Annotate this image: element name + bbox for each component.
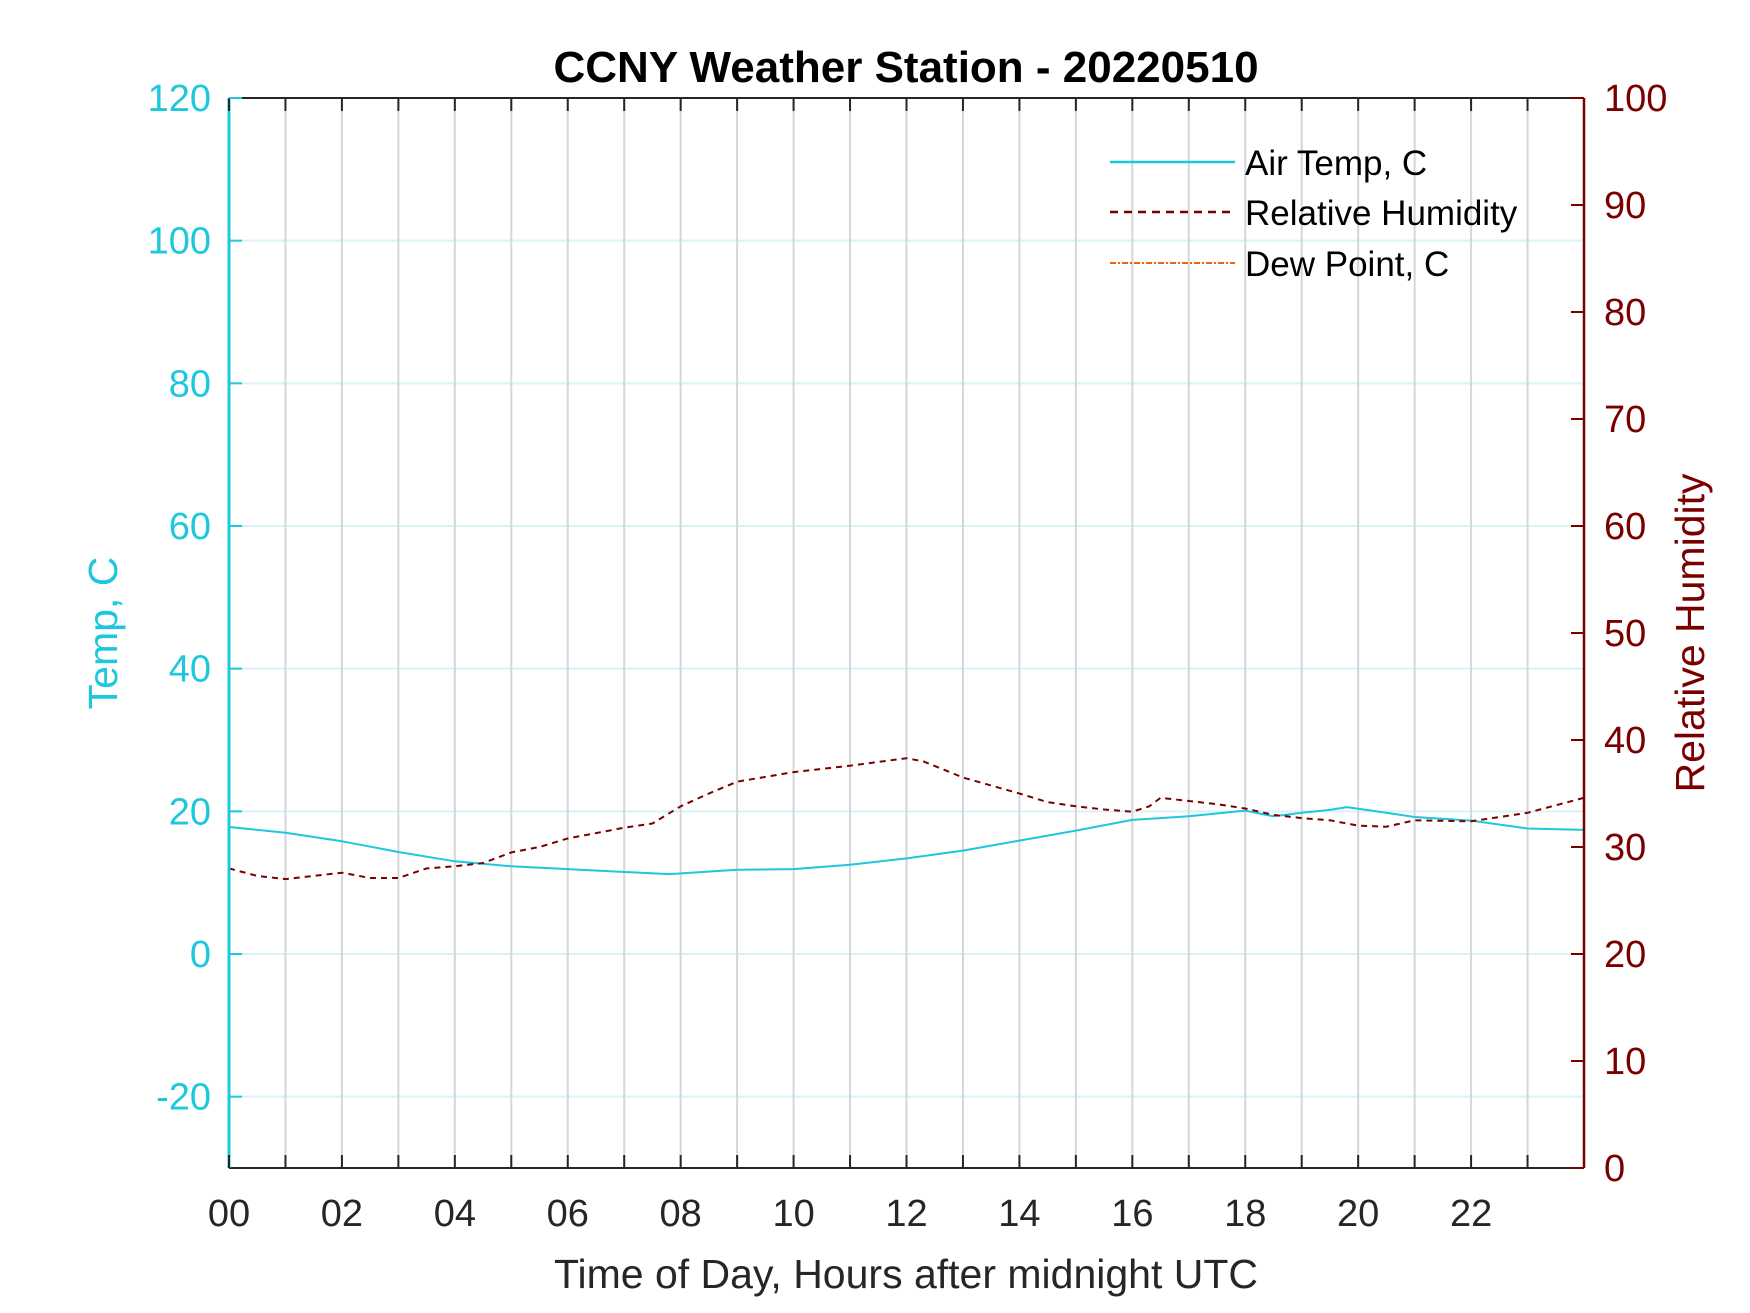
y-right-tick-label: 90 bbox=[1604, 185, 1646, 227]
x-tick-label: 12 bbox=[885, 1193, 927, 1235]
y-left-tick-label: 40 bbox=[169, 649, 211, 691]
y-right-tick-label: 10 bbox=[1604, 1041, 1646, 1083]
x-tick-label: 10 bbox=[772, 1193, 814, 1235]
x-tick-label: 16 bbox=[1111, 1193, 1153, 1235]
y-left-tick-label: -20 bbox=[156, 1077, 211, 1119]
y-left-tick-label: 100 bbox=[148, 221, 211, 263]
series-line-1 bbox=[228, 757, 1585, 881]
y-right-tick-label: 60 bbox=[1604, 506, 1646, 548]
y-right-tick-label: 20 bbox=[1604, 934, 1646, 976]
legend-label-humidity: Relative Humidity bbox=[1245, 194, 1518, 233]
y-right-tick-label: 0 bbox=[1604, 1148, 1625, 1190]
y-axis-label-right: Relative Humidity bbox=[1667, 473, 1713, 792]
axes: 00 02 04 06 08 10 12 14 16 18 20 22-200204060801001… bbox=[148, 78, 1668, 1235]
x-tick-label: 22 bbox=[1450, 1193, 1492, 1235]
chart-title: CCNY Weather Station - 20220510 bbox=[553, 43, 1258, 92]
legend: Air Temp, C Relative Humidity Dew Point,… bbox=[1110, 144, 1518, 284]
y-right-tick-label: 80 bbox=[1604, 292, 1646, 334]
x-tick-label: 00 bbox=[208, 1193, 250, 1235]
legend-label-dew-point: Dew Point, C bbox=[1245, 245, 1449, 284]
x-axis-label: Time of Day, Hours after midnight UTC bbox=[554, 1251, 1258, 1297]
y-axis-label-left: Temp, C bbox=[80, 557, 126, 710]
x-tick-label: 06 bbox=[547, 1193, 589, 1235]
legend-label-air-temp: Air Temp, C bbox=[1245, 144, 1427, 183]
y-left-tick-label: 0 bbox=[190, 934, 211, 976]
x-tick-label: 04 bbox=[434, 1193, 476, 1235]
y-right-tick-label: 40 bbox=[1604, 720, 1646, 762]
y-left-tick-label: 80 bbox=[169, 363, 211, 405]
x-tick-label: 02 bbox=[321, 1193, 363, 1235]
x-tick-label: 14 bbox=[998, 1193, 1040, 1235]
data-series bbox=[228, 757, 1585, 881]
grid bbox=[229, 98, 1584, 1168]
y-left-tick-label: 120 bbox=[148, 78, 211, 120]
x-tick-label: 20 bbox=[1337, 1193, 1379, 1235]
y-right-tick-label: 100 bbox=[1604, 78, 1667, 120]
y-left-tick-label: 20 bbox=[169, 791, 211, 833]
x-tick-label: 18 bbox=[1224, 1193, 1266, 1235]
y-right-tick-label: 50 bbox=[1604, 613, 1646, 655]
y-right-tick-label: 30 bbox=[1604, 827, 1646, 869]
y-right-tick-label: 70 bbox=[1604, 399, 1646, 441]
y-left-tick-label: 60 bbox=[169, 506, 211, 548]
x-tick-label: 08 bbox=[660, 1193, 702, 1235]
